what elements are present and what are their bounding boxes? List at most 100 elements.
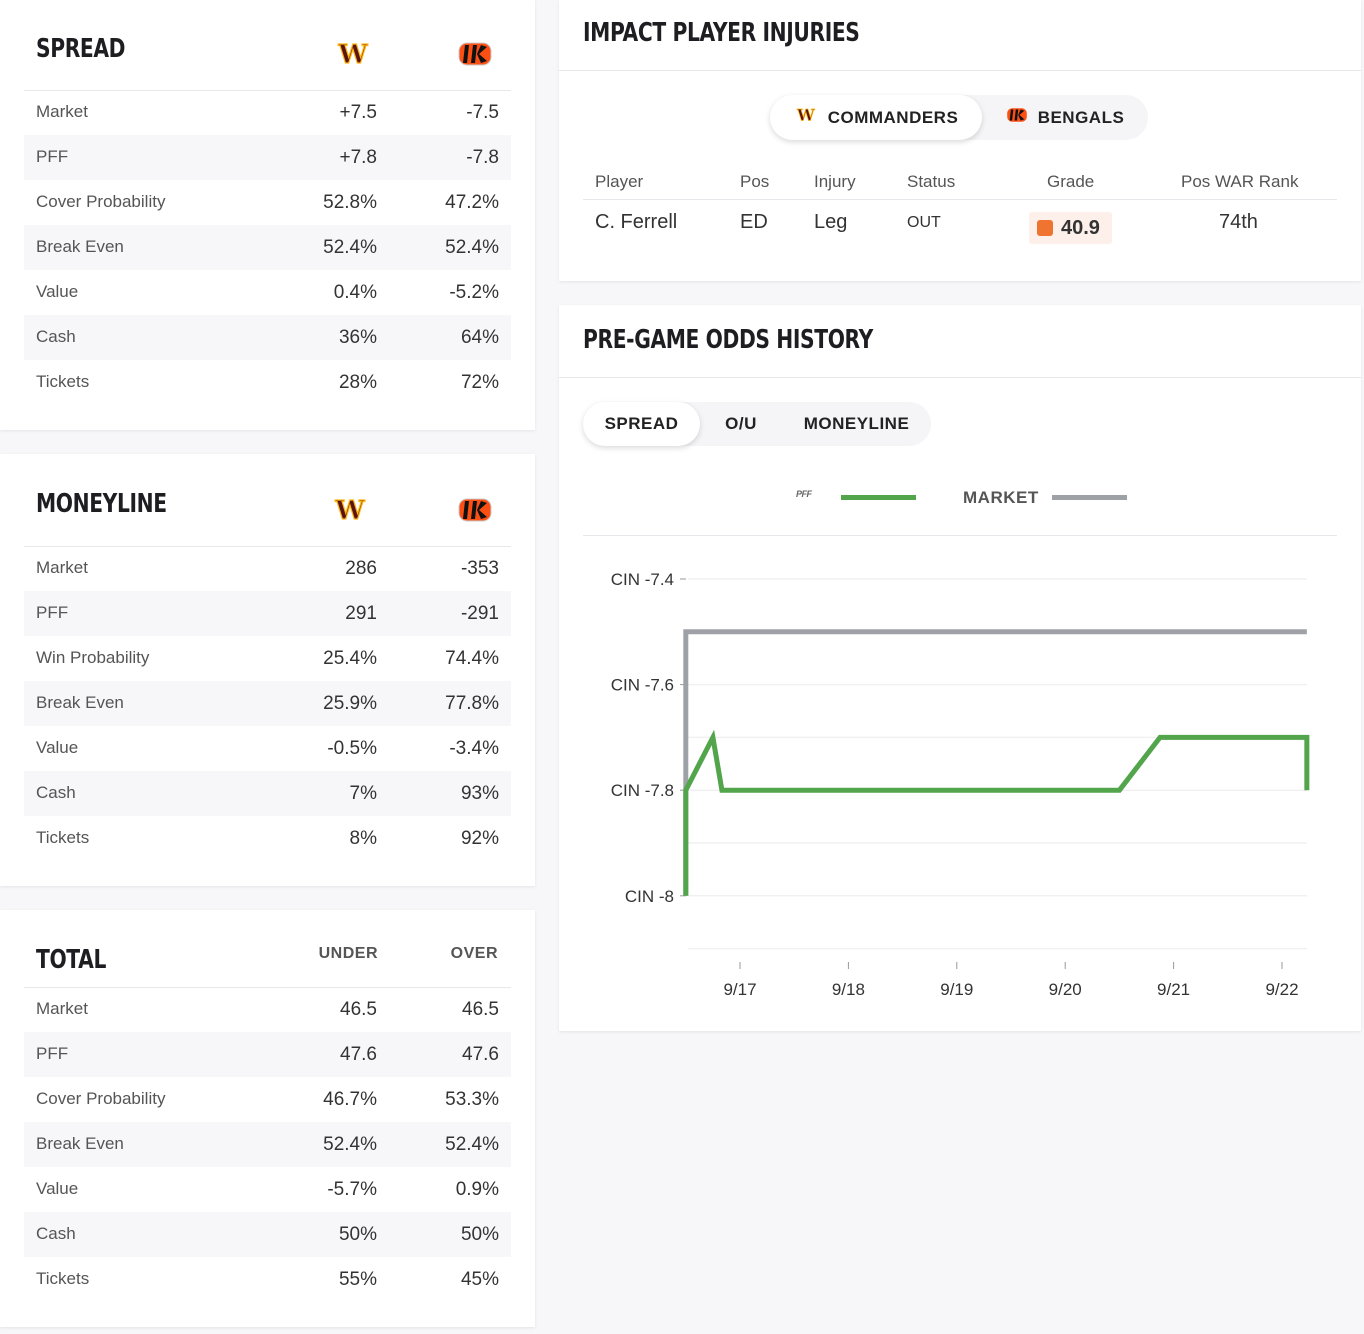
away-value: -5.7% <box>327 1179 377 1200</box>
row-label: Cash <box>36 327 76 346</box>
x-tick-label: 9/22 <box>1265 980 1298 999</box>
away-value: -0.5% <box>327 738 377 759</box>
home-value: 92% <box>460 828 499 849</box>
home-value: 77.8% <box>445 693 499 714</box>
row-label: Value <box>36 1179 79 1198</box>
home-value: 46.5 <box>462 999 499 1020</box>
moneyline-title: MONEYLINE <box>36 489 167 519</box>
pff-logo: PFF <box>796 489 812 499</box>
home-value: 72% <box>460 372 499 393</box>
table-row: Break Even 52.4% 52.4% <box>24 225 511 270</box>
home-value: -353 <box>460 558 499 579</box>
tab-spread[interactable]: SPREAD <box>583 402 700 446</box>
grade-badge: 40.9 <box>1029 212 1112 244</box>
table-row: Cash 7% 93% <box>24 771 511 816</box>
series-line-pff <box>683 729 1310 896</box>
team-toggle: W COMMANDERS BENGALS <box>770 95 1148 140</box>
total-title: TOTAL <box>36 945 107 975</box>
away-value: 286 <box>345 558 377 579</box>
table-row: PFF 291 -291 <box>24 591 511 636</box>
tab-ou[interactable]: O/U <box>725 414 757 433</box>
table-row: Tickets 55% 45% <box>24 1257 511 1302</box>
x-tick-label: 9/19 <box>940 980 973 999</box>
divider <box>24 546 511 547</box>
home-value: -7.8 <box>466 147 499 168</box>
home-value: 0.9% <box>455 1179 499 1200</box>
odds-chart: CIN -7.4 CIN -7.6 CIN -7.8 CIN -8 9/17 9/18 9/… <box>611 570 1310 999</box>
home-value: 64% <box>460 327 499 348</box>
divider <box>24 90 511 91</box>
away-value: +7.8 <box>339 147 377 168</box>
divider <box>559 377 1361 378</box>
row-label: Cash <box>36 783 76 802</box>
bengals-logo <box>1006 106 1028 129</box>
table-row: Win Probability 25.4% 74.4% <box>24 636 511 681</box>
col-pos: Pos <box>740 172 770 191</box>
away-value: 52.4% <box>323 237 377 258</box>
away-value: 0.4% <box>333 282 377 303</box>
away-value: 55% <box>338 1269 377 1290</box>
player-name[interactable]: C. Ferrell <box>595 211 678 233</box>
row-label: Value <box>36 738 79 757</box>
injuries-card: IMPACT PLAYER INJURIES W COMMANDERS BENGA… <box>559 0 1361 281</box>
table-row: Tickets 8% 92% <box>24 816 511 861</box>
home-value: 74.4% <box>445 648 499 669</box>
home-value: 52.4% <box>445 237 499 258</box>
row-label: Break Even <box>36 1134 124 1153</box>
col-status: Status <box>907 172 956 191</box>
y-tick-label: CIN -8 <box>625 887 674 906</box>
table-row: Cash 36% 64% <box>24 315 511 360</box>
injuries-title: IMPACT PLAYER INJURIES <box>583 18 860 48</box>
away-value: 52.8% <box>323 192 377 213</box>
away-value: 7% <box>349 783 377 804</box>
home-value: 52.4% <box>445 1134 499 1155</box>
row-label: Market <box>36 999 88 1018</box>
table-row: Cover Probability 46.7% 53.3% <box>24 1077 511 1122</box>
series-line-market <box>683 629 1307 896</box>
row-label: PFF <box>36 1044 69 1063</box>
commanders-logo: W <box>333 39 373 73</box>
x-tick-label: 9/18 <box>832 980 865 999</box>
row-label: Cover Probability <box>36 1089 166 1108</box>
row-label: Cash <box>36 1224 76 1243</box>
divider <box>24 987 511 988</box>
table-row: Cash 50% 50% <box>24 1212 511 1257</box>
row-label: Break Even <box>36 693 124 712</box>
row-label: PFF <box>36 603 69 622</box>
svg-text:W: W <box>796 106 815 124</box>
away-value: 50% <box>338 1224 377 1245</box>
home-value: -291 <box>460 603 499 624</box>
y-tick-label: CIN -7.6 <box>611 676 674 695</box>
table-row: Value -0.5% -3.4% <box>24 726 511 771</box>
away-value: 46.5 <box>340 999 377 1020</box>
y-tick-label: CIN -7.4 <box>611 570 674 589</box>
market-legend-line <box>1052 495 1127 500</box>
x-tick-label: 9/17 <box>723 980 756 999</box>
table-row: Cover Probability 52.8% 47.2% <box>24 180 511 225</box>
col-war-rank: Pos WAR Rank <box>1181 172 1299 191</box>
spread-card: SPREAD W Market +7.5 -7.5 PFF +7.8 -7.8 Cover … <box>0 0 535 430</box>
home-value: 47.6 <box>462 1044 499 1065</box>
away-value: +7.5 <box>339 102 377 123</box>
table-row: Break Even 25.9% 77.8% <box>24 681 511 726</box>
row-label: Cover Probability <box>36 192 166 211</box>
commanders-logo: W <box>330 495 370 529</box>
odds-history-card: PRE-GAME ODDS HISTORY SPREAD O/U MONEYLI… <box>559 305 1361 1031</box>
moneyline-card: MONEYLINE W Market 286 -353 PFF 291 -291 Win P… <box>0 454 535 886</box>
spread-title: SPREAD <box>36 34 126 64</box>
home-value: 45% <box>460 1269 499 1290</box>
row-label: Tickets <box>36 1269 90 1288</box>
table-row: Market 286 -353 <box>24 546 511 591</box>
home-value: 93% <box>460 783 499 804</box>
y-tick-label: CIN -7.8 <box>611 781 674 800</box>
tab-commanders[interactable]: W COMMANDERS <box>770 95 982 140</box>
total-card: TOTAL UNDER OVER Market 46.5 46.5 PFF 47.6 47… <box>0 910 535 1327</box>
tab-bengals[interactable]: BENGALS <box>982 95 1148 140</box>
table-row: PFF 47.6 47.6 <box>24 1032 511 1077</box>
bengals-logo <box>457 496 493 529</box>
tab-moneyline[interactable]: MONEYLINE <box>803 414 910 433</box>
away-value: 25.9% <box>323 693 377 714</box>
col-grade: Grade <box>1047 172 1095 191</box>
row-label: Value <box>36 282 79 301</box>
bengals-logo <box>457 40 493 73</box>
